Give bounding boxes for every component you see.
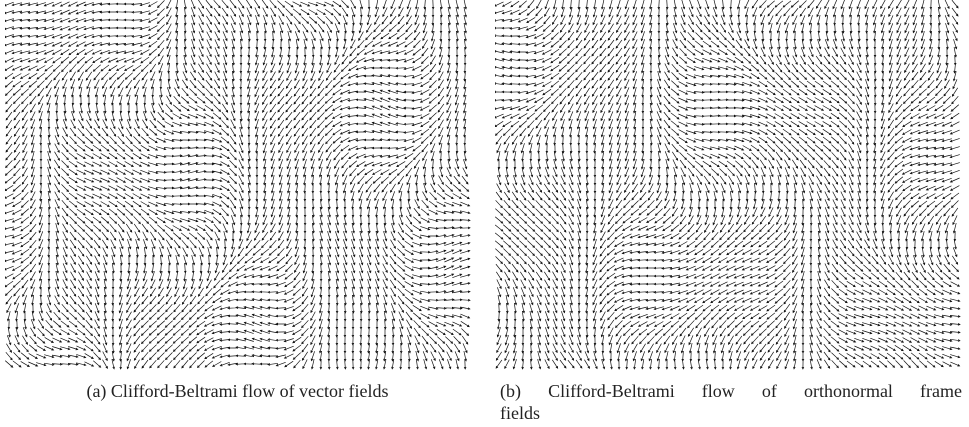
caption-line: fields <box>500 403 540 423</box>
caption-a: (a) Clifford-Beltrami flow of vector fie… <box>5 380 470 402</box>
caption-line: (a) Clifford-Beltrami flow of vector fie… <box>86 381 389 401</box>
caption-line: (b) Clifford-Beltrami flow of orthonorma… <box>500 381 962 401</box>
arrows <box>495 0 961 370</box>
vector-field-b <box>495 0 961 370</box>
arrows <box>5 0 471 370</box>
vector-field-a <box>5 0 471 370</box>
caption-b: (b) Clifford-Beltrami flow of orthonorma… <box>500 380 962 424</box>
